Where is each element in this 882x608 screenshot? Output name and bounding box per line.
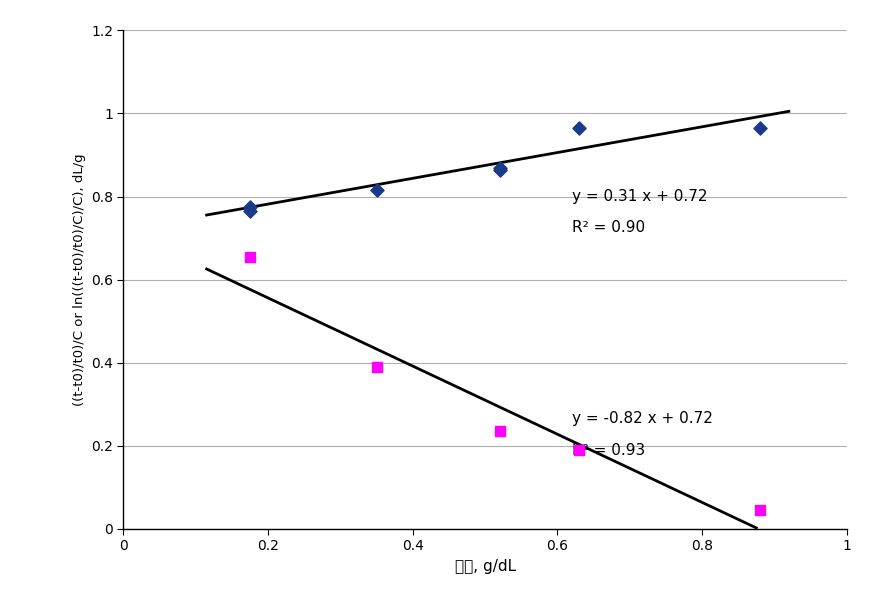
X-axis label: 농도, g/dL: 농도, g/dL — [454, 559, 516, 574]
Point — [753, 505, 767, 515]
Point — [572, 445, 587, 455]
Point — [492, 426, 506, 436]
Point — [243, 252, 258, 261]
Text: R² = 0.90: R² = 0.90 — [572, 220, 645, 235]
Point — [492, 162, 506, 173]
Point — [572, 123, 587, 133]
Point — [492, 165, 506, 174]
Text: y = 0.31 x + 0.72: y = 0.31 x + 0.72 — [572, 189, 707, 204]
Point — [370, 362, 384, 372]
Text: y = -0.82 x + 0.72: y = -0.82 x + 0.72 — [572, 412, 713, 426]
Point — [243, 206, 258, 216]
Y-axis label: ((t-t0)/t0)/C or ln(((t-t0)/t0)/C)/C), dL/g: ((t-t0)/t0)/C or ln(((t-t0)/t0)/C)/C), d… — [72, 153, 86, 406]
Point — [243, 202, 258, 212]
Point — [753, 123, 767, 133]
Point — [370, 185, 384, 195]
Text: R² = 0.93: R² = 0.93 — [572, 443, 645, 458]
